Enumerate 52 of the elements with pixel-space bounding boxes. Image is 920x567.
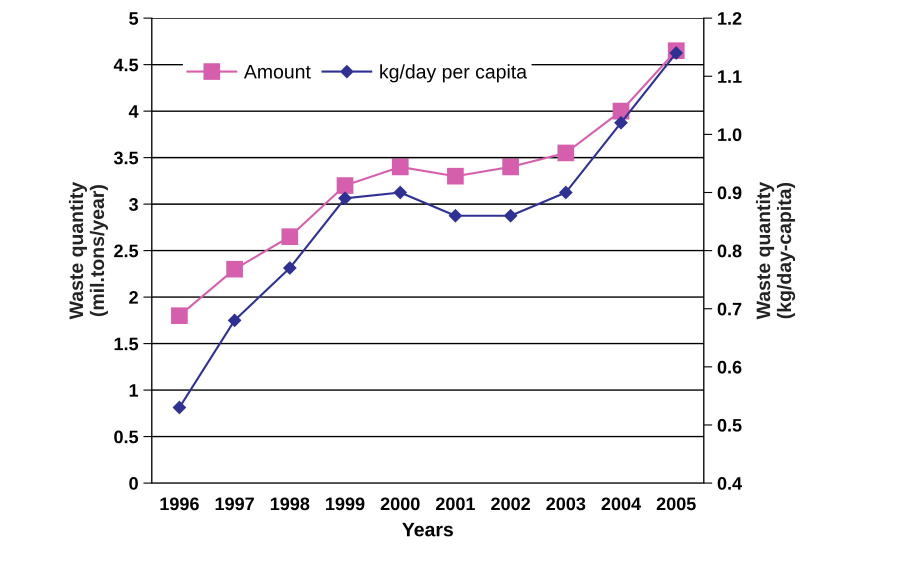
point bbox=[226, 260, 243, 278]
x-axis-title: Years bbox=[402, 522, 453, 536]
y2-tick-label: 1.2 bbox=[718, 12, 742, 25]
point bbox=[504, 209, 518, 222]
y2-tick-label: 0.9 bbox=[718, 186, 742, 200]
point bbox=[502, 158, 519, 176]
y2-tick-label: 1.1 bbox=[718, 70, 742, 83]
legend-label: Amount bbox=[244, 65, 311, 79]
x-tick-label: 2000 bbox=[380, 497, 420, 510]
y-tick-label: 2 bbox=[129, 291, 138, 304]
y-tick-label: 0.5 bbox=[114, 430, 138, 444]
y2-tick-label: 0.8 bbox=[718, 244, 742, 258]
x-tick-label: 1998 bbox=[270, 497, 310, 510]
point bbox=[171, 307, 188, 324]
point bbox=[557, 144, 574, 162]
point bbox=[338, 192, 352, 205]
legend-label: kg/day per capita bbox=[380, 64, 528, 82]
x-tick-label: 2004 bbox=[602, 497, 641, 510]
point bbox=[172, 400, 186, 414]
point bbox=[281, 228, 298, 245]
y-tick-label: 3.5 bbox=[114, 152, 138, 164]
y-tick-label: 5 bbox=[129, 12, 138, 25]
point bbox=[283, 261, 296, 275]
point bbox=[394, 186, 407, 200]
x-tick-label: 2005 bbox=[656, 497, 696, 510]
y-tick-label: 4 bbox=[128, 105, 139, 118]
y2-tick-label: 1.0 bbox=[718, 128, 742, 142]
point bbox=[559, 186, 572, 200]
x-tick-label: 1996 bbox=[160, 497, 199, 510]
x-tick-label: 2003 bbox=[546, 497, 586, 510]
y-tick-label: 0 bbox=[129, 477, 138, 490]
y-tick-label: 4.5 bbox=[114, 58, 138, 72]
y-tick-label: 1 bbox=[130, 384, 138, 397]
y2-tick-label: 0.7 bbox=[718, 302, 742, 316]
x-tick-label: 2002 bbox=[491, 497, 530, 510]
y-tick-label: 2.5 bbox=[114, 244, 138, 258]
y-tick-label: 1.5 bbox=[114, 338, 138, 350]
point bbox=[614, 116, 628, 130]
y2-tick-label: 0.4 bbox=[718, 477, 742, 490]
point bbox=[228, 314, 242, 327]
y2-tick-label: 0.6 bbox=[718, 360, 742, 374]
point bbox=[448, 209, 462, 222]
point bbox=[336, 177, 354, 194]
x-tick-label: 1997 bbox=[216, 497, 254, 510]
y-axis-title: Waste quantity (mil.tons/year) bbox=[68, 182, 108, 320]
point bbox=[392, 158, 409, 176]
x-tick-label: 2001 bbox=[436, 497, 475, 510]
y2-tick-label: 0.5 bbox=[718, 418, 742, 432]
y-tick-label: 3 bbox=[128, 198, 138, 211]
point bbox=[447, 168, 464, 185]
x-tick-label: 1999 bbox=[326, 497, 364, 510]
y2-axis-title: Waste quantity (kg/day-capita) bbox=[756, 182, 796, 320]
